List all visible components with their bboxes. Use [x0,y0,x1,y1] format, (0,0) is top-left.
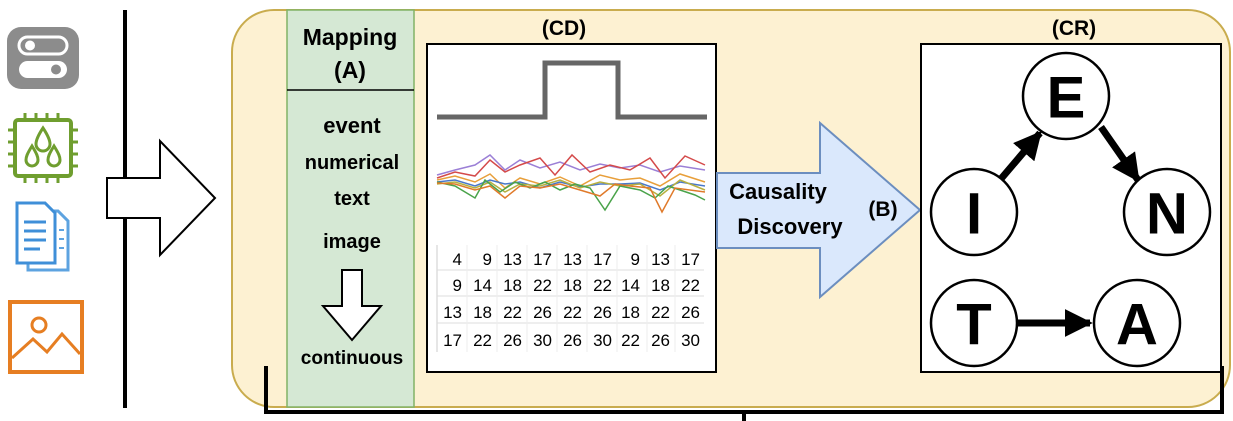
table-cell: 22 [651,303,670,322]
table-cell: 26 [563,331,582,350]
mapping-title-line1: Mapping [303,24,398,50]
type-image: image [323,231,381,253]
node-e: E [1023,53,1109,139]
table-cell: 30 [681,331,700,350]
image-icon [10,302,82,372]
type-event: event [323,113,381,138]
table-cell: 18 [621,303,640,322]
type-numerical: numerical [305,152,399,174]
table-cell: 22 [473,331,492,350]
table-cell: 22 [681,276,700,295]
arrow-b-line1: Causality [729,179,828,204]
table-cell: 30 [593,331,612,350]
table-cell: 26 [503,331,522,350]
sensor-chip-icon [8,113,78,183]
node-e-label: E [1047,66,1086,131]
arrow-b-line2: Discovery [737,214,843,239]
node-i-label: I [966,182,982,247]
node-n-label: N [1146,182,1188,247]
table-cell: 13 [651,250,670,269]
toggle-icon [7,27,79,89]
table-cell: 26 [681,303,700,322]
cd-label: (CD) [542,17,586,40]
table-cell: 17 [443,331,462,350]
node-a-label: A [1116,293,1158,358]
table-cell: 9 [631,250,640,269]
table-cell: 17 [533,250,552,269]
table-cell: 9 [483,250,492,269]
table-cell: 18 [563,276,582,295]
table-cell: 18 [473,303,492,322]
table-cell: 9 [453,276,462,295]
arrow-b-tag: (B) [868,198,897,221]
mapping-target: continuous [301,348,403,369]
table-cell: 13 [503,250,522,269]
table-cell: 14 [621,276,640,295]
document-icon [17,203,68,270]
table-cell: 26 [533,303,552,322]
node-n: N [1124,169,1210,255]
table-cell: 13 [563,250,582,269]
table-cell: 22 [621,331,640,350]
node-a: A [1094,280,1180,366]
table-cell: 14 [473,276,492,295]
table-cell: 4 [453,250,462,269]
table-cell: 18 [651,276,670,295]
table-cell: 13 [443,303,462,322]
table-cell: 22 [503,303,522,322]
node-t: T [931,280,1017,366]
cr-label: (CR) [1052,17,1096,40]
mapping-title-line2: (A) [334,57,366,83]
table-cell: 17 [593,250,612,269]
table-cell: 17 [681,250,700,269]
table-cell: 22 [533,276,552,295]
node-i: I [931,169,1017,255]
table-cell: 30 [533,331,552,350]
table-cell: 26 [651,331,670,350]
table-cell: 18 [503,276,522,295]
type-text: text [334,188,370,210]
table-cell: 22 [593,276,612,295]
node-t-label: T [956,293,991,358]
table-cell: 26 [593,303,612,322]
table-cell: 22 [563,303,582,322]
